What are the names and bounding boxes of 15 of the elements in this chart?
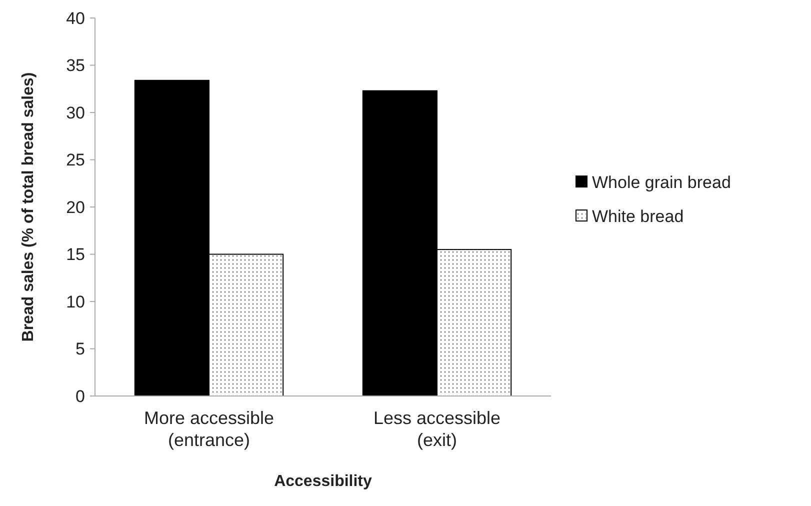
y-tick-label: 40: [66, 8, 85, 28]
y-tick-label: 5: [76, 340, 85, 359]
y-tick-label: 30: [66, 103, 85, 122]
x-axis-title: Accessibility: [274, 473, 372, 490]
y-tick-label: 15: [66, 245, 85, 264]
y-tick-label: 20: [66, 198, 85, 217]
y-tick-label: 0: [76, 386, 85, 406]
y-tick-label: 35: [66, 56, 85, 76]
x-tick-label: Less accessible (exit): [373, 408, 501, 450]
y-axis-title: Bread sales (% of total bread sales): [20, 72, 37, 342]
legend-label: Whole grain bread: [592, 172, 731, 192]
y-tick-label: 25: [66, 150, 85, 170]
y-tick-label: 10: [66, 292, 85, 312]
x-tick-label: More accessible (entrance): [144, 408, 274, 450]
legend-label: White bread: [592, 206, 684, 226]
